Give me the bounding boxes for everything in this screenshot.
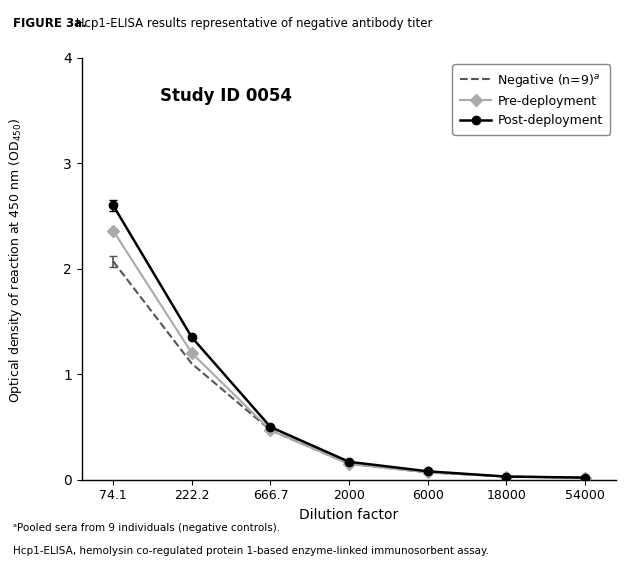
Text: FIGURE 3a.: FIGURE 3a. [13, 17, 86, 30]
Text: ᵃPooled sera from 9 individuals (negative controls).: ᵃPooled sera from 9 individuals (negativ… [13, 523, 280, 533]
Text: Hcp1-ELISA results representative of negative antibody titer: Hcp1-ELISA results representative of neg… [72, 17, 433, 30]
Text: Hcp1-ELISA, hemolysin co-regulated protein 1-based enzyme-linked immunosorbent a: Hcp1-ELISA, hemolysin co-regulated prote… [13, 546, 489, 556]
X-axis label: Dilution factor: Dilution factor [299, 508, 399, 522]
Text: Optical density of reaction at 450 nm (OD$_{450}$): Optical density of reaction at 450 nm (O… [7, 117, 25, 403]
Text: Study ID 0054: Study ID 0054 [160, 87, 292, 105]
Legend: Negative (n=9)$^a$, Pre-deployment, Post-deployment: Negative (n=9)$^a$, Pre-deployment, Post… [452, 64, 610, 135]
